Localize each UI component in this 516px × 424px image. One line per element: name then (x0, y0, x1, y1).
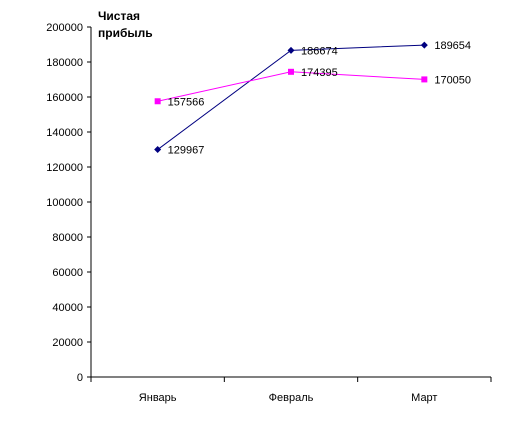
y-tick-label: 100000 (46, 197, 83, 209)
x-tick-label: Февраль (269, 392, 314, 404)
y-tick-label: 0 (77, 372, 83, 384)
y-tick-label: 120000 (46, 162, 83, 174)
data-point (154, 98, 161, 105)
labels-group: 129967 186674 189654 157566 174395 170050 (168, 40, 471, 156)
data-label: 157566 (168, 96, 205, 108)
data-label: 186674 (301, 45, 338, 57)
data-label: 189654 (434, 40, 471, 52)
chart-title: Чистая прибыль (98, 9, 153, 40)
series-group (154, 41, 428, 154)
axes: 0 20000 40000 60000 80000 100000 120000 140000 1… (46, 22, 492, 404)
data-label: 170050 (434, 74, 471, 86)
y-tick-label: 20000 (52, 337, 83, 349)
y-tick-label: 40000 (52, 302, 83, 314)
y-tick-label: 140000 (46, 127, 83, 139)
y-tick-label: 180000 (46, 57, 83, 69)
x-tick-label: Январь (139, 392, 177, 404)
x-tick-label: Март (411, 392, 437, 404)
data-point (421, 76, 428, 83)
y-tick-label: 80000 (52, 232, 83, 244)
data-point (154, 146, 162, 154)
data-label: 174395 (301, 67, 338, 79)
data-point (288, 68, 294, 75)
data-point (287, 46, 295, 54)
y-tick-label: 200000 (46, 22, 83, 34)
y-tick-label: 160000 (46, 92, 83, 104)
data-label: 129967 (168, 145, 205, 157)
data-point (420, 41, 428, 49)
y-tick-label: 60000 (52, 267, 83, 279)
